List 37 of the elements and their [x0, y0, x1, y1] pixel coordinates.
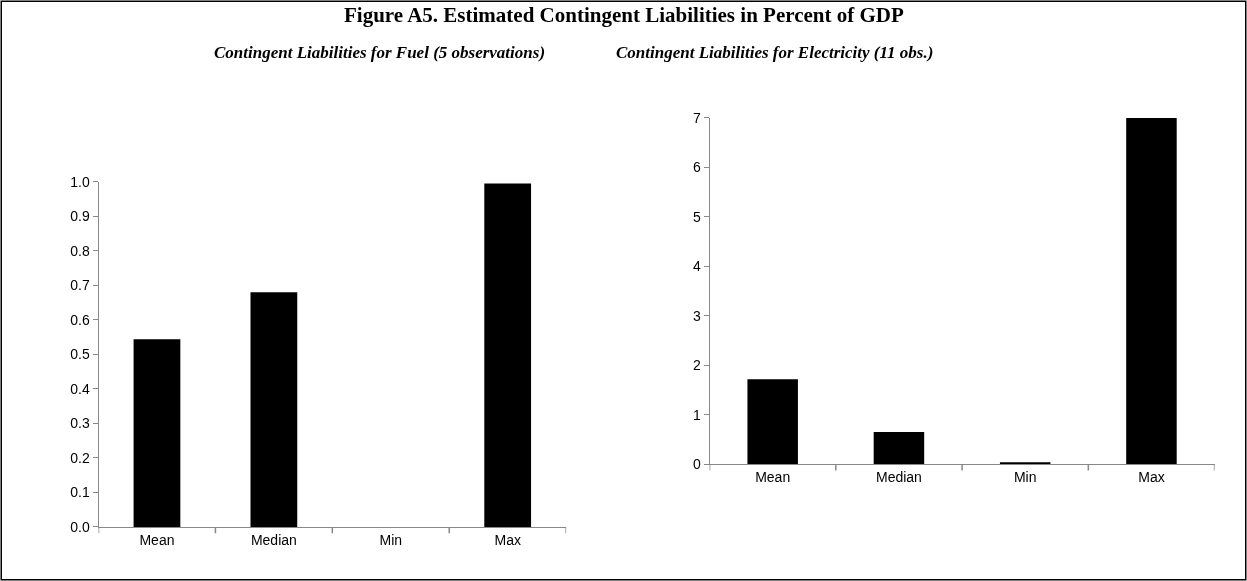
bar	[133, 339, 181, 527]
x-tick-label: Mean	[755, 469, 791, 486]
y-tick-label: 0.9	[70, 208, 90, 225]
bar	[747, 379, 798, 465]
bar	[999, 462, 1051, 465]
y-tick-label: 1.0	[70, 173, 90, 190]
chart-subtitle: Contingent Liabilities for Fuel (5 observations)	[214, 43, 546, 62]
x-tick-label: Median	[875, 469, 922, 486]
x-tick-label: Mean	[139, 531, 175, 548]
y-tick-label: 2	[692, 357, 701, 374]
y-tick-label: 0.5	[70, 346, 90, 363]
x-tick-label: Min	[1013, 469, 1037, 486]
y-tick-label: 0.4	[70, 380, 90, 397]
y-tick-label: 3	[692, 307, 701, 324]
y-tick-label: 5	[692, 208, 701, 225]
text: Figure A5. Estimated Contingent Liabilities in Percent of GDP	[344, 3, 904, 27]
bar	[250, 292, 298, 527]
y-tick-label: 6	[692, 159, 701, 176]
y-tick-label: 0.7	[70, 277, 90, 294]
x-tick-label: Max	[494, 531, 521, 548]
y-tick-label: 1	[692, 406, 701, 423]
bar	[1126, 117, 1177, 465]
bar	[484, 183, 532, 527]
x-tick-label: Min	[379, 531, 403, 548]
x-tick-label: Median	[250, 531, 297, 548]
y-tick-label: 4	[692, 258, 701, 275]
y-tick-label: 0.2	[70, 449, 90, 466]
y-tick-label: 0	[692, 456, 701, 473]
y-tick-label: 0.0	[70, 518, 90, 535]
y-tick-label: 0.3	[70, 415, 90, 432]
x-tick-label: Max	[1138, 469, 1165, 486]
bar	[873, 432, 925, 465]
y-tick-label: 0.1	[70, 484, 90, 501]
y-tick-label: 0.8	[70, 242, 90, 259]
chart-title: Contingent Liabilities for Electricity (11 obs.)	[616, 43, 934, 62]
y-tick-label: 7	[692, 109, 701, 126]
y-tick-label: 0.6	[70, 311, 90, 328]
